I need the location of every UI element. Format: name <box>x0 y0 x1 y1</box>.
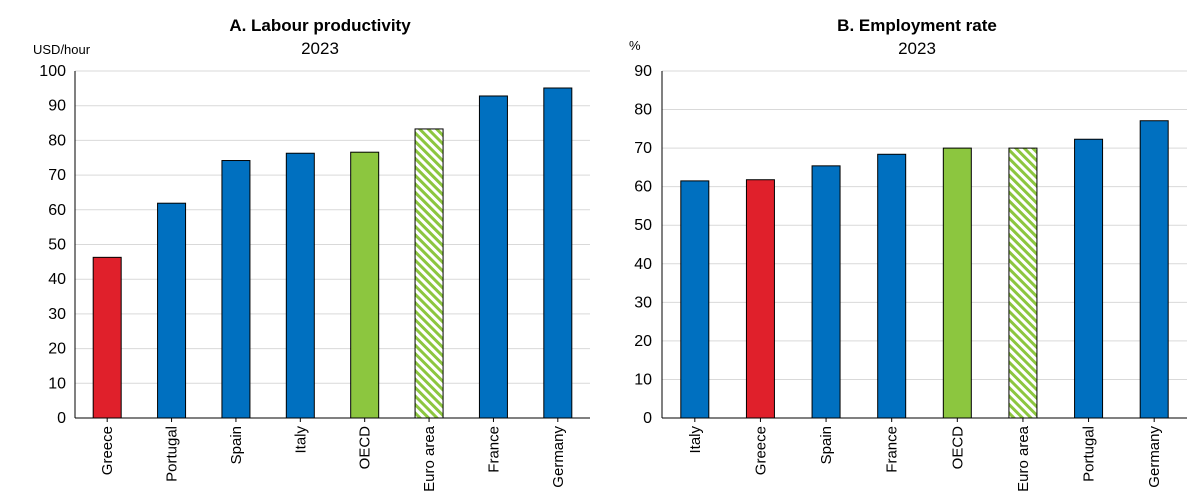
x-category-label: Italy <box>292 426 309 454</box>
x-category-label: OECD <box>357 426 374 470</box>
y-tick-label: 30 <box>634 294 652 311</box>
bar-oecd <box>942 147 972 419</box>
y-tick-label: 70 <box>634 140 652 157</box>
y-tick-label: 70 <box>48 167 66 184</box>
x-category-label: Euro area <box>1015 425 1032 492</box>
bar-germany <box>543 87 573 419</box>
y-tick-label: 30 <box>48 306 66 323</box>
x-category-label: France <box>884 426 901 473</box>
panel-a-subtitle: 2023 <box>301 39 339 58</box>
bar-germany <box>1139 120 1169 419</box>
bar-portugal <box>157 202 187 419</box>
bar-oecd <box>350 151 380 419</box>
y-tick-label: 20 <box>634 333 652 350</box>
bar-italy <box>285 152 315 419</box>
x-category-label: Portugal <box>1081 426 1098 482</box>
panel-employment-rate: B. Employment rate 2023 % 0 10 20 30 40 50 60 7… <box>629 16 1187 492</box>
y-tick-label: 60 <box>634 179 652 196</box>
y-tick-label: 10 <box>634 371 652 388</box>
x-category-label: France <box>485 426 502 473</box>
x-category-label: Germany <box>1146 426 1163 488</box>
panel-b-title: B. Employment rate <box>837 16 997 35</box>
x-category-label: Greece <box>752 426 769 475</box>
bar-euro-area <box>414 128 444 419</box>
y-tick-label: 80 <box>48 132 66 149</box>
y-tick-label: 10 <box>48 375 66 392</box>
y-tick-label: 60 <box>48 202 66 219</box>
y-tick-label: 0 <box>643 410 652 427</box>
x-category-label: Euro area <box>421 425 438 492</box>
bar-greece <box>745 179 775 419</box>
x-category-label: Italy <box>687 426 704 454</box>
y-tick-label: 80 <box>634 102 652 119</box>
bar-france <box>478 95 508 419</box>
x-category-label: Portugal <box>164 426 181 482</box>
y-tick-label: 40 <box>634 256 652 273</box>
panel-labour-productivity: A. Labour productivity 2023 USD/hour 0 10… <box>33 16 590 492</box>
panel-a-unit: USD/hour <box>33 42 91 57</box>
y-tick-label: 0 <box>57 410 66 427</box>
x-category-label: Greece <box>99 426 116 475</box>
y-tick-label: 50 <box>634 217 652 234</box>
x-category-label: Spain <box>228 426 245 464</box>
panel-a-title: A. Labour productivity <box>229 16 411 35</box>
panel-b-unit: % <box>629 38 641 53</box>
panel-b-subtitle: 2023 <box>898 39 936 58</box>
y-tick-label: 40 <box>48 271 66 288</box>
bar-italy <box>680 180 710 419</box>
bar-spain <box>811 165 841 419</box>
bar-spain <box>221 160 251 419</box>
x-category-label: Spain <box>818 426 835 464</box>
y-tick-label: 90 <box>634 63 652 80</box>
y-tick-label: 50 <box>48 237 66 254</box>
bar-euro-area <box>1008 147 1038 419</box>
bar-greece <box>92 256 122 419</box>
x-category-label: OECD <box>949 426 966 470</box>
x-category-label: Germany <box>550 426 567 488</box>
y-tick-label: 100 <box>39 63 66 80</box>
bar-france <box>877 153 907 419</box>
bar-portugal <box>1074 138 1104 419</box>
y-tick-label: 20 <box>48 341 66 358</box>
y-tick-label: 90 <box>48 98 66 115</box>
